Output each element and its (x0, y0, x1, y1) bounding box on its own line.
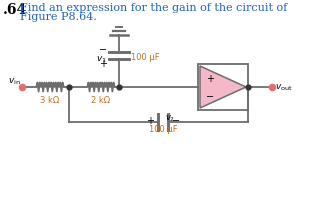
Text: 100 μF: 100 μF (131, 52, 160, 61)
Text: +: + (99, 59, 107, 69)
Bar (198, 65, 248, 110)
Text: −: − (99, 45, 107, 55)
Text: −: − (206, 92, 214, 101)
Text: 3 kΩ: 3 kΩ (40, 96, 60, 104)
Text: −: − (172, 115, 180, 125)
Text: Find an expression for the gain of the circuit of: Find an expression for the gain of the c… (20, 3, 287, 13)
Text: Figure P8.64.: Figure P8.64. (20, 12, 97, 22)
Text: 2 kΩ: 2 kΩ (91, 96, 111, 104)
Text: 100 μF: 100 μF (149, 124, 177, 133)
Text: +: + (206, 74, 214, 84)
Text: $v_{\rm out}$: $v_{\rm out}$ (275, 82, 293, 93)
Text: +: + (146, 115, 154, 125)
Text: .64: .64 (3, 3, 27, 17)
Text: $v_1$: $v_1$ (96, 55, 107, 65)
Text: $v_{\rm in}$: $v_{\rm in}$ (8, 76, 21, 87)
Text: $v_2$: $v_2$ (165, 114, 175, 124)
Polygon shape (200, 67, 246, 108)
